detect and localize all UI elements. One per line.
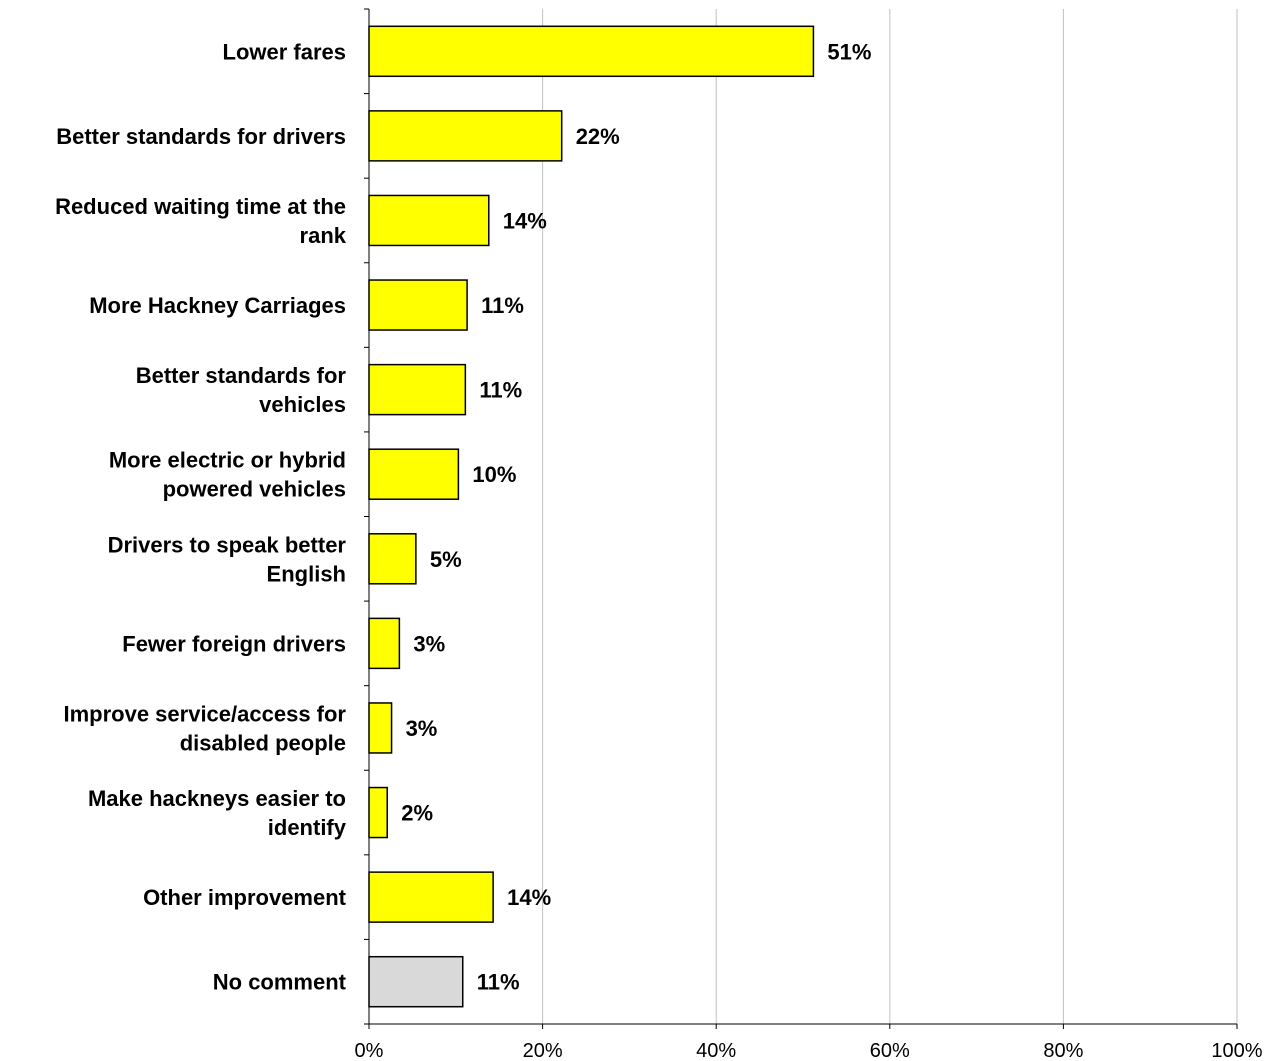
category-label: Lower fares [223, 39, 347, 64]
value-label: 51% [827, 39, 871, 64]
category-label-line: Drivers to speak better [108, 532, 347, 557]
category-label-line: Reduced waiting time at the [55, 194, 346, 219]
bar [368, 110, 563, 162]
category-label-line: No comment [213, 970, 347, 995]
bar [368, 955, 464, 1008]
category-label-line: English [267, 561, 346, 586]
value-label: 14% [503, 208, 547, 233]
bar [368, 279, 468, 331]
value-label: 22% [576, 124, 620, 149]
x-tick-label: 0% [355, 1040, 384, 1061]
value-label: 11% [479, 378, 522, 403]
bars [368, 25, 815, 1008]
bar [368, 533, 417, 585]
category-label: Reduced waiting time at the rank [55, 194, 347, 248]
category-label-line: powered vehicles [163, 477, 346, 502]
x-tick-label: 100% [1211, 1040, 1262, 1061]
category-label-line: Make hackneys easier to [88, 786, 346, 811]
category-label: Drivers to speak better English [108, 532, 347, 586]
bar [368, 702, 393, 754]
value-label: 11% [477, 970, 520, 995]
category-label: No comment [213, 970, 347, 995]
category-label-line: Better standards for drivers [56, 124, 346, 149]
bar [368, 25, 815, 78]
category-label: More Hackney Carriages [89, 293, 346, 318]
x-tick-label: 40% [696, 1040, 736, 1061]
category-label-line: Other improvement [143, 885, 347, 910]
bar [368, 363, 467, 416]
category-label-line: identify [268, 815, 347, 840]
value-label: 11% [481, 293, 524, 318]
bar [368, 617, 401, 670]
value-label: 14% [507, 885, 551, 910]
category-label-line: Lower fares [223, 39, 347, 64]
category-labels: Lower fares Better standards for drivers R… [55, 39, 347, 994]
value-label: 3% [413, 631, 445, 656]
value-label: 10% [472, 462, 516, 487]
x-tick-label: 60% [870, 1040, 910, 1061]
category-label-line: More Hackney Carriages [89, 293, 346, 318]
category-label: Better standards for vehicles [136, 363, 347, 417]
value-labels: 51% 22% 14% 11% 11% 10% 5% 3% 3% 2% 14% 11% [401, 39, 871, 994]
category-label-line: More electric or hybrid [109, 448, 346, 473]
category-label: Better standards for drivers [56, 124, 346, 149]
x-tick-label: 20% [523, 1040, 563, 1061]
bar [368, 194, 490, 247]
value-label: 3% [406, 716, 438, 741]
category-label-line: vehicles [259, 392, 346, 417]
bar [368, 448, 460, 500]
category-label-line: Fewer foreign drivers [122, 631, 346, 656]
category-label: Fewer foreign drivers [122, 631, 346, 656]
axes [364, 8, 1238, 1029]
category-label-line: Better standards for [136, 363, 347, 388]
x-tick-label: 80% [1043, 1040, 1083, 1061]
category-label-line: rank [300, 223, 347, 248]
category-label: Other improvement [143, 885, 347, 910]
x-tick-labels: 0% 20% 40% 60% 80% 100% [355, 1040, 1263, 1061]
gridlines [542, 9, 1238, 1024]
category-label: Make hackneys easier to identify [88, 786, 347, 840]
category-label: Improve service/access for disabled peopl… [63, 701, 346, 755]
value-label: 2% [401, 801, 433, 826]
bar [368, 786, 388, 839]
value-label: 5% [430, 547, 462, 572]
category-label: More electric or hybrid powered vehicles [109, 448, 346, 502]
category-label-line: Improve service/access for [63, 701, 346, 726]
bar [368, 871, 494, 923]
category-label-line: disabled people [180, 730, 346, 755]
